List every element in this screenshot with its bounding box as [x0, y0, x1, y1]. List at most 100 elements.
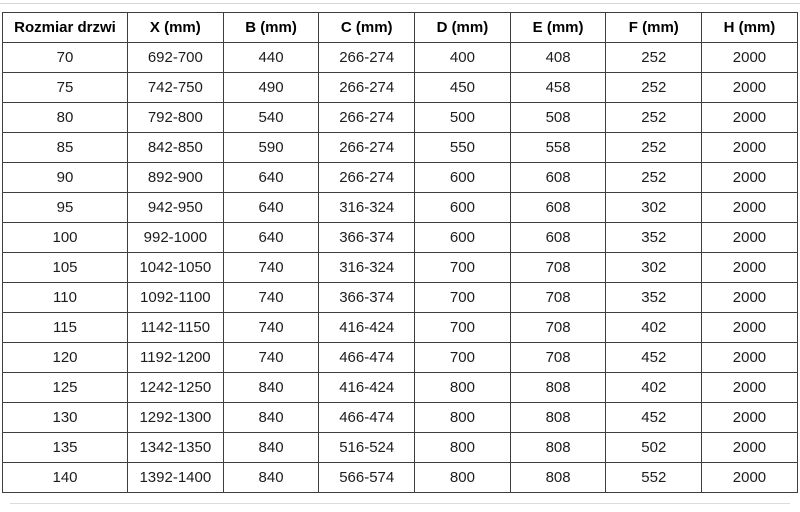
table-cell: 1042-1050 — [127, 252, 224, 283]
table-cell: 416-424 — [318, 372, 416, 403]
table-cell: 508 — [509, 102, 607, 133]
table-cell: 808 — [509, 432, 607, 463]
table-cell: 100 — [2, 222, 128, 253]
table-cell: 800 — [414, 432, 511, 463]
table-cell: 302 — [605, 192, 703, 223]
table-row: 100 992-1000 640 366-374 600 608 352 2000 — [2, 222, 798, 253]
table-cell: 2000 — [701, 312, 798, 343]
table-cell: 808 — [509, 372, 607, 403]
table-cell: 708 — [509, 312, 607, 343]
table-cell: 266-274 — [318, 102, 416, 133]
table-row: 120 1192-1200 740 466-474 700 708 452 2000 — [2, 342, 798, 373]
table-cell: 2000 — [701, 162, 798, 193]
column-header: X (mm) — [127, 12, 224, 43]
column-header: D (mm) — [414, 12, 511, 43]
table-cell: 266-274 — [318, 42, 416, 73]
table-cell: 550 — [414, 132, 511, 163]
table-cell: 2000 — [701, 432, 798, 463]
table-cell: 458 — [509, 72, 607, 103]
table-cell: 840 — [222, 462, 320, 493]
table-cell: 800 — [414, 462, 511, 493]
table-cell: 708 — [509, 252, 607, 283]
table-cell: 125 — [2, 372, 128, 403]
table-cell: 640 — [222, 222, 320, 253]
table-cell: 352 — [605, 222, 703, 253]
table-cell: 800 — [414, 402, 511, 433]
table-row: 95 942-950 640 316-324 600 608 302 2000 — [2, 192, 798, 223]
table-cell: 2000 — [701, 132, 798, 163]
table-cell: 252 — [605, 72, 703, 103]
bottom-divider-line — [10, 503, 790, 504]
table-cell: 840 — [222, 432, 320, 463]
table-cell: 700 — [414, 312, 511, 343]
table-cell: 1292-1300 — [127, 402, 224, 433]
table-cell: 416-424 — [318, 312, 416, 343]
table-cell: 2000 — [701, 402, 798, 433]
table-cell: 792-800 — [127, 102, 224, 133]
table-cell: 466-474 — [318, 342, 416, 373]
table-row: 125 1242-1250 840 416-424 800 808 402 2000 — [2, 372, 798, 403]
table-cell: 110 — [2, 282, 128, 313]
table-cell: 2000 — [701, 252, 798, 283]
table-cell: 742-750 — [127, 72, 224, 103]
table-cell: 892-900 — [127, 162, 224, 193]
table-cell: 252 — [605, 162, 703, 193]
table-cell: 120 — [2, 342, 128, 373]
table-row: 130 1292-1300 840 466-474 800 808 452 2000 — [2, 402, 798, 433]
table-cell: 1392-1400 — [127, 462, 224, 493]
table-cell: 700 — [414, 342, 511, 373]
table-cell: 2000 — [701, 342, 798, 373]
table-cell: 2000 — [701, 222, 798, 253]
table-cell: 608 — [509, 162, 607, 193]
table-cell: 115 — [2, 312, 128, 343]
table-cell: 840 — [222, 372, 320, 403]
table-cell: 708 — [509, 282, 607, 313]
table-cell: 440 — [222, 42, 320, 73]
column-header: F (mm) — [605, 12, 703, 43]
table-cell: 135 — [2, 432, 128, 463]
table-cell: 252 — [605, 42, 703, 73]
table-cell: 808 — [509, 402, 607, 433]
header-row: Rozmiar drzwi X (mm) B (mm) C (mm) D (mm) E (… — [2, 12, 798, 43]
table-cell: 130 — [2, 402, 128, 433]
table-cell: 2000 — [701, 462, 798, 493]
table-cell: 2000 — [701, 372, 798, 403]
table-cell: 2000 — [701, 102, 798, 133]
table-cell: 608 — [509, 222, 607, 253]
table-cell: 1342-1350 — [127, 432, 224, 463]
table-cell: 540 — [222, 102, 320, 133]
table-cell: 842-850 — [127, 132, 224, 163]
table-cell: 105 — [2, 252, 128, 283]
table-cell: 466-474 — [318, 402, 416, 433]
table-cell: 366-374 — [318, 222, 416, 253]
table-cell: 266-274 — [318, 72, 416, 103]
table-cell: 552 — [605, 462, 703, 493]
door-size-table: Rozmiar drzwi X (mm) B (mm) C (mm) D (mm) E (… — [2, 12, 798, 493]
table-cell: 352 — [605, 282, 703, 313]
table-cell: 800 — [414, 372, 511, 403]
table-cell: 316-324 — [318, 252, 416, 283]
table-cell: 516-524 — [318, 432, 416, 463]
table-cell: 252 — [605, 132, 703, 163]
table-row: 140 1392-1400 840 566-574 800 808 552 2000 — [2, 462, 798, 493]
table-cell: 1092-1100 — [127, 282, 224, 313]
table-cell: 992-1000 — [127, 222, 224, 253]
table-cell: 452 — [605, 402, 703, 433]
table-cell: 2000 — [701, 192, 798, 223]
table-cell: 95 — [2, 192, 128, 223]
table-cell: 566-574 — [318, 462, 416, 493]
table-body: 70 692-700 440 266-274 400 408 252 2000 75 742-75… — [2, 42, 798, 493]
table-cell: 600 — [414, 222, 511, 253]
table-row: 115 1142-1150 740 416-424 700 708 402 2000 — [2, 312, 798, 343]
table-row: 135 1342-1350 840 516-524 800 808 502 2000 — [2, 432, 798, 463]
table-cell: 90 — [2, 162, 128, 193]
table-cell: 840 — [222, 402, 320, 433]
table-cell: 692-700 — [127, 42, 224, 73]
table-cell: 942-950 — [127, 192, 224, 223]
table-row: 80 792-800 540 266-274 500 508 252 2000 — [2, 102, 798, 133]
table-cell: 490 — [222, 72, 320, 103]
table-cell: 408 — [509, 42, 607, 73]
table-row: 105 1042-1050 740 316-324 700 708 302 2000 — [2, 252, 798, 283]
table-cell: 640 — [222, 162, 320, 193]
